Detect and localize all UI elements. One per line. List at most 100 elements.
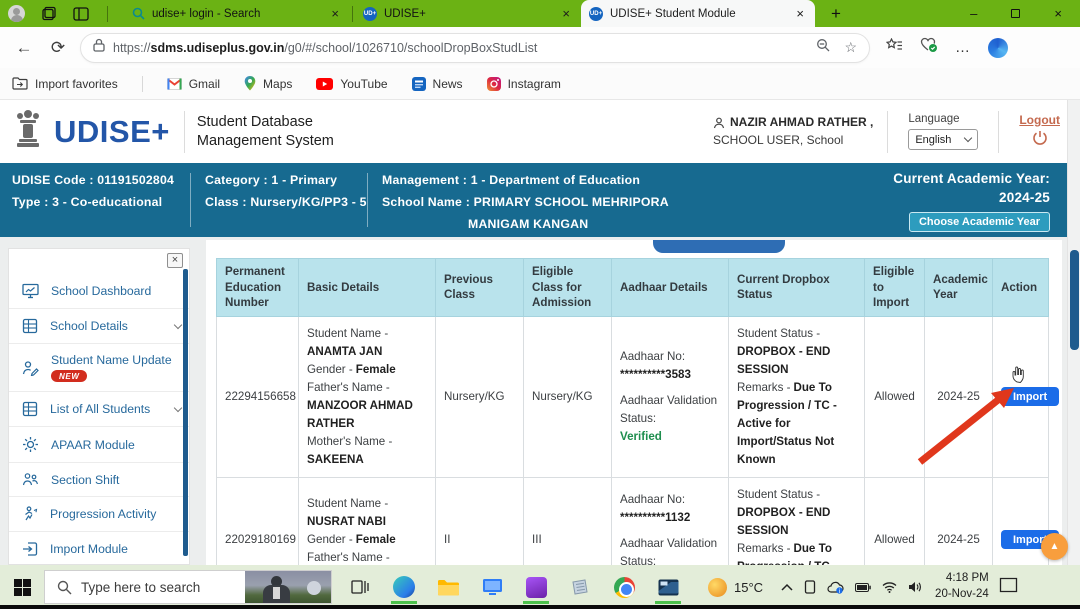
task-view-button[interactable] [338,567,382,607]
sidebar-scrollbar[interactable] [183,269,188,556]
favorite-label: Instagram [507,76,561,91]
taskbar-search-input[interactable]: Type here to search [44,570,332,604]
tab-label: UDISE+ [384,7,426,20]
taskbar-weather-widget[interactable]: 15°C [708,577,763,597]
col-action: Action [992,258,1049,317]
profile-avatar-icon[interactable] [8,5,25,22]
news-icon [411,76,426,91]
favorites-list-icon[interactable] [885,37,903,58]
sidebar-item-apaar-module[interactable]: APAAR Module [9,426,189,462]
browser-essentials-icon[interactable] [920,37,938,58]
favorite-gmail[interactable]: Gmail [166,77,220,91]
favorite-label: Maps [263,76,293,91]
new-tab-button[interactable]: + [831,3,841,23]
favorite-maps[interactable]: Maps [244,76,292,91]
tray-expand-icon[interactable] [781,583,793,591]
gmail-icon [166,77,182,90]
col-previous-class: Previous Class [435,258,524,317]
academic-year-cell: 2024-25 [924,476,993,565]
power-icon[interactable] [1032,130,1048,146]
workspaces-icon[interactable] [73,6,89,21]
progression-icon [25,506,38,521]
partially-scrolled-button[interactable] [653,240,785,253]
volume-icon[interactable] [908,581,923,593]
tab-udise-login-search[interactable]: udise+ login - Search × [124,0,350,27]
col-aadhaar-details: Aadhaar Details [611,258,729,317]
sidebar-item-progression-activity[interactable]: Progression Activity [9,496,189,531]
tab-udise-student-module[interactable]: UD+ UDISE+ Student Module × [581,0,815,27]
app-subtitle: Student Database Management System [196,113,334,149]
zoom-out-icon[interactable] [816,38,830,57]
favorite-star-icon[interactable]: ☆ [844,39,857,55]
window-close-button[interactable]: × [1054,6,1062,21]
sidebar-item-label: School Dashboard [51,284,152,298]
taskbar-clock[interactable]: 4:18 PM 20-Nov-24 [935,571,989,602]
restore-button[interactable] [1011,9,1021,18]
dropbox-students-table: Permanent Education Number Basic Details… [216,258,1060,565]
student-row: 22029180169 Student Name - NUSRAT NABI G… [216,476,1060,565]
url-field[interactable]: https://sdms.udiseplus.gov.in/g0/#/schoo… [80,32,870,63]
back-button[interactable]: ← [15,37,33,57]
eligible-class-cell: III [523,476,612,565]
taskbar-dark-window-app-icon[interactable] [646,567,690,607]
sidebar-item-section-shift[interactable]: Section Shift [9,462,189,496]
import-button[interactable]: Import [1001,387,1060,407]
udise-code: UDISE Code : 01191502804 [12,173,175,187]
academic-year-label: Current Academic Year: [893,171,1050,186]
sidebar-item-label-with-badge: Student Name Update NEW [51,353,172,382]
url-text[interactable]: https://sdms.udiseplus.gov.in/g0/#/schoo… [113,40,538,55]
taskbar-monitor-app-icon[interactable] [470,567,514,607]
tab-close-icon[interactable]: × [331,6,339,21]
taskbar-edge-icon[interactable] [382,567,426,607]
favorite-news[interactable]: News [411,76,463,91]
favorite-instagram[interactable]: Instagram [486,76,561,91]
sidebar-item-school-dashboard[interactable]: School Dashboard [9,274,189,308]
sidebar-item-student-name-update[interactable]: Student Name Update NEW [9,343,189,391]
language-select[interactable]: English [908,129,979,150]
udise-brand-logo: UDISE+ [54,113,170,149]
dark-window-icon [658,579,678,595]
folder-icon [12,77,28,90]
action-center-button[interactable] [999,577,1018,598]
dropbox-student-list-panel: Permanent Education Number Basic Details… [206,240,1062,565]
eligible-class-cell: Nursery/KG [523,315,612,478]
settings-more-icon[interactable]: … [955,39,971,56]
sidebar-item-list-of-all-students[interactable]: List of All Students [9,391,189,426]
choose-academic-year-button[interactable]: Choose Academic Year [908,212,1050,232]
eligible-import-cell: Allowed [864,476,925,565]
scrollbar-thumb[interactable] [1070,250,1079,350]
minimize-button[interactable]: – [970,6,978,21]
taskbar-file-explorer-icon[interactable] [426,567,470,607]
academic-year-value: 2024-25 [999,190,1050,205]
scroll-to-top-button[interactable]: ▲ [1041,533,1068,560]
lock-icon[interactable] [93,38,105,57]
page-scrollbar[interactable] [1067,100,1080,569]
dashboard-icon [22,283,39,299]
favorite-youtube[interactable]: YouTube [316,77,388,91]
battery-icon[interactable] [855,582,871,592]
tab-close-icon[interactable]: × [796,6,804,21]
taskbar-purple-app-icon[interactable] [514,567,558,607]
vertical-tabs-icon[interactable] [41,6,57,22]
taskbar-chrome-icon[interactable] [602,567,646,607]
sidebar-item-label: Section Shift [51,472,120,487]
sidebar-close-button[interactable]: × [167,253,183,268]
start-button[interactable] [0,567,44,607]
import-favorites-button[interactable]: Import favorites [12,77,118,91]
copilot-icon[interactable] [988,37,1008,58]
sidebar-item-school-details[interactable]: School Details [9,308,189,343]
onedrive-cloud-icon[interactable]: i [827,581,844,594]
sidebar-item-import-module[interactable]: Import Module [9,531,189,566]
tab-udise[interactable]: UD+ UDISE+ × [355,0,581,27]
taskbar-notebook-app-icon[interactable] [558,567,602,607]
wifi-icon[interactable] [882,581,897,593]
india-emblem-logo [14,108,42,155]
logout-link[interactable]: Logout [1019,112,1060,127]
search-highlight-image[interactable] [245,571,331,603]
address-bar: ← ⟳ https://sdms.udiseplus.gov.in/g0/#/s… [0,27,1080,68]
refresh-button[interactable]: ⟳ [50,37,66,57]
sidebar-item-label: List of All Students [50,402,151,416]
your-phone-icon[interactable] [804,580,816,594]
basic-details-cell: Student Name - NUSRAT NABI Gender - Femal… [298,476,436,565]
tab-close-icon[interactable]: × [562,6,570,21]
